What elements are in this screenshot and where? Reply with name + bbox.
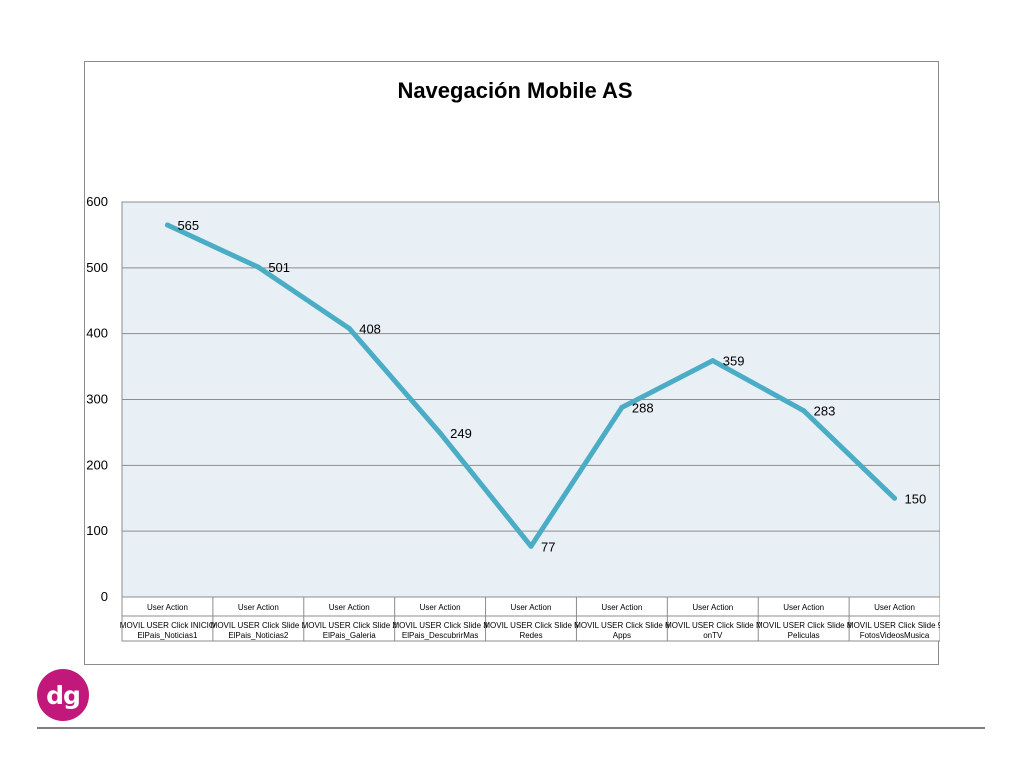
- category-label-action: User Action: [783, 603, 824, 612]
- data-point-3: [346, 325, 352, 331]
- category-label-detail: ElPais_Galeria: [323, 631, 376, 640]
- category-label-name: MOVIL USER Click Slide 5: [483, 621, 579, 630]
- data-point-1: [164, 222, 170, 228]
- category-label-name: MOVIL USER Click Slide 2: [302, 621, 398, 630]
- category-label-name: MOVIL USER Click Slide 1: [211, 621, 307, 630]
- data-label-4: 249: [450, 426, 472, 441]
- data-label-1: 565: [177, 218, 199, 233]
- data-label-3: 408: [359, 321, 381, 336]
- line-chart: Navegación Mobile AS 0 100 200 300 400 500 600…: [86, 78, 940, 642]
- category-label-detail: ElPais_DescubrirMas: [402, 631, 478, 640]
- category-label-name: MOVIL USER Click INICIO: [120, 621, 215, 630]
- data-point-6: [619, 404, 625, 410]
- dg-logo: dg: [37, 669, 89, 721]
- chart-title: Navegación Mobile AS: [397, 78, 632, 103]
- y-tick-label-200: 200: [86, 457, 108, 472]
- y-tick-label-600: 600: [86, 194, 108, 209]
- data-point-7: [710, 358, 716, 364]
- category-label-action: User Action: [238, 603, 279, 612]
- y-tick-label-400: 400: [86, 326, 108, 341]
- data-label-2: 501: [268, 260, 290, 275]
- data-point-4: [437, 430, 443, 436]
- data-point-9: [892, 495, 898, 501]
- category-label-action: User Action: [329, 603, 370, 612]
- category-label-action: User Action: [511, 603, 552, 612]
- category-label-detail: ElPais_Noticias2: [228, 631, 289, 640]
- category-label-name: MOVIL USER Click Slide 9: [847, 621, 940, 630]
- category-label-detail: onTV: [703, 631, 723, 640]
- data-label-7: 359: [723, 354, 745, 369]
- y-tick-label-300: 300: [86, 392, 108, 407]
- category-label-name: MOVIL USER Click Slide 3: [392, 621, 488, 630]
- category-label-name: MOVIL USER Click Slide 8: [756, 621, 852, 630]
- category-label-action: User Action: [692, 603, 733, 612]
- category-label-action: User Action: [147, 603, 188, 612]
- category-label-detail: Apps: [613, 631, 631, 640]
- data-label-6: 288: [632, 400, 654, 415]
- data-point-2: [255, 264, 261, 270]
- category-label-action: User Action: [874, 603, 915, 612]
- category-label-detail: Redes: [519, 631, 542, 640]
- category-label-action: User Action: [420, 603, 461, 612]
- category-table: [121, 596, 940, 642]
- category-label-name: MOVIL USER Click Slide 7: [665, 621, 761, 630]
- y-tick-label-500: 500: [86, 260, 108, 275]
- category-label-detail: ElPais_Noticias1: [137, 631, 198, 640]
- category-label-action: User Action: [601, 603, 642, 612]
- category-label-detail: Peliculas: [788, 631, 820, 640]
- category-label-name: MOVIL USER Click Slide 6: [574, 621, 670, 630]
- category-label-detail: FotosVideosMusica: [860, 631, 930, 640]
- footer-divider: [37, 727, 985, 729]
- data-point-5: [528, 543, 534, 549]
- y-tick-label-0: 0: [101, 589, 108, 604]
- chart-frame: Navegación Mobile AS 0 100 200 300 400 500 600…: [84, 61, 940, 665]
- data-point-8: [801, 408, 807, 414]
- y-tick-label-100: 100: [86, 523, 108, 538]
- data-label-9: 150: [905, 491, 927, 506]
- data-label-8: 283: [814, 404, 836, 419]
- data-label-5: 77: [541, 539, 555, 554]
